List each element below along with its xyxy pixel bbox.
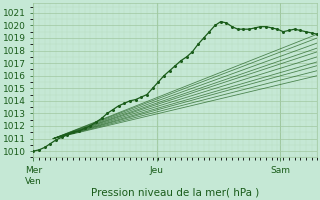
X-axis label: Pression niveau de la mer( hPa ): Pression niveau de la mer( hPa ) bbox=[91, 187, 260, 197]
